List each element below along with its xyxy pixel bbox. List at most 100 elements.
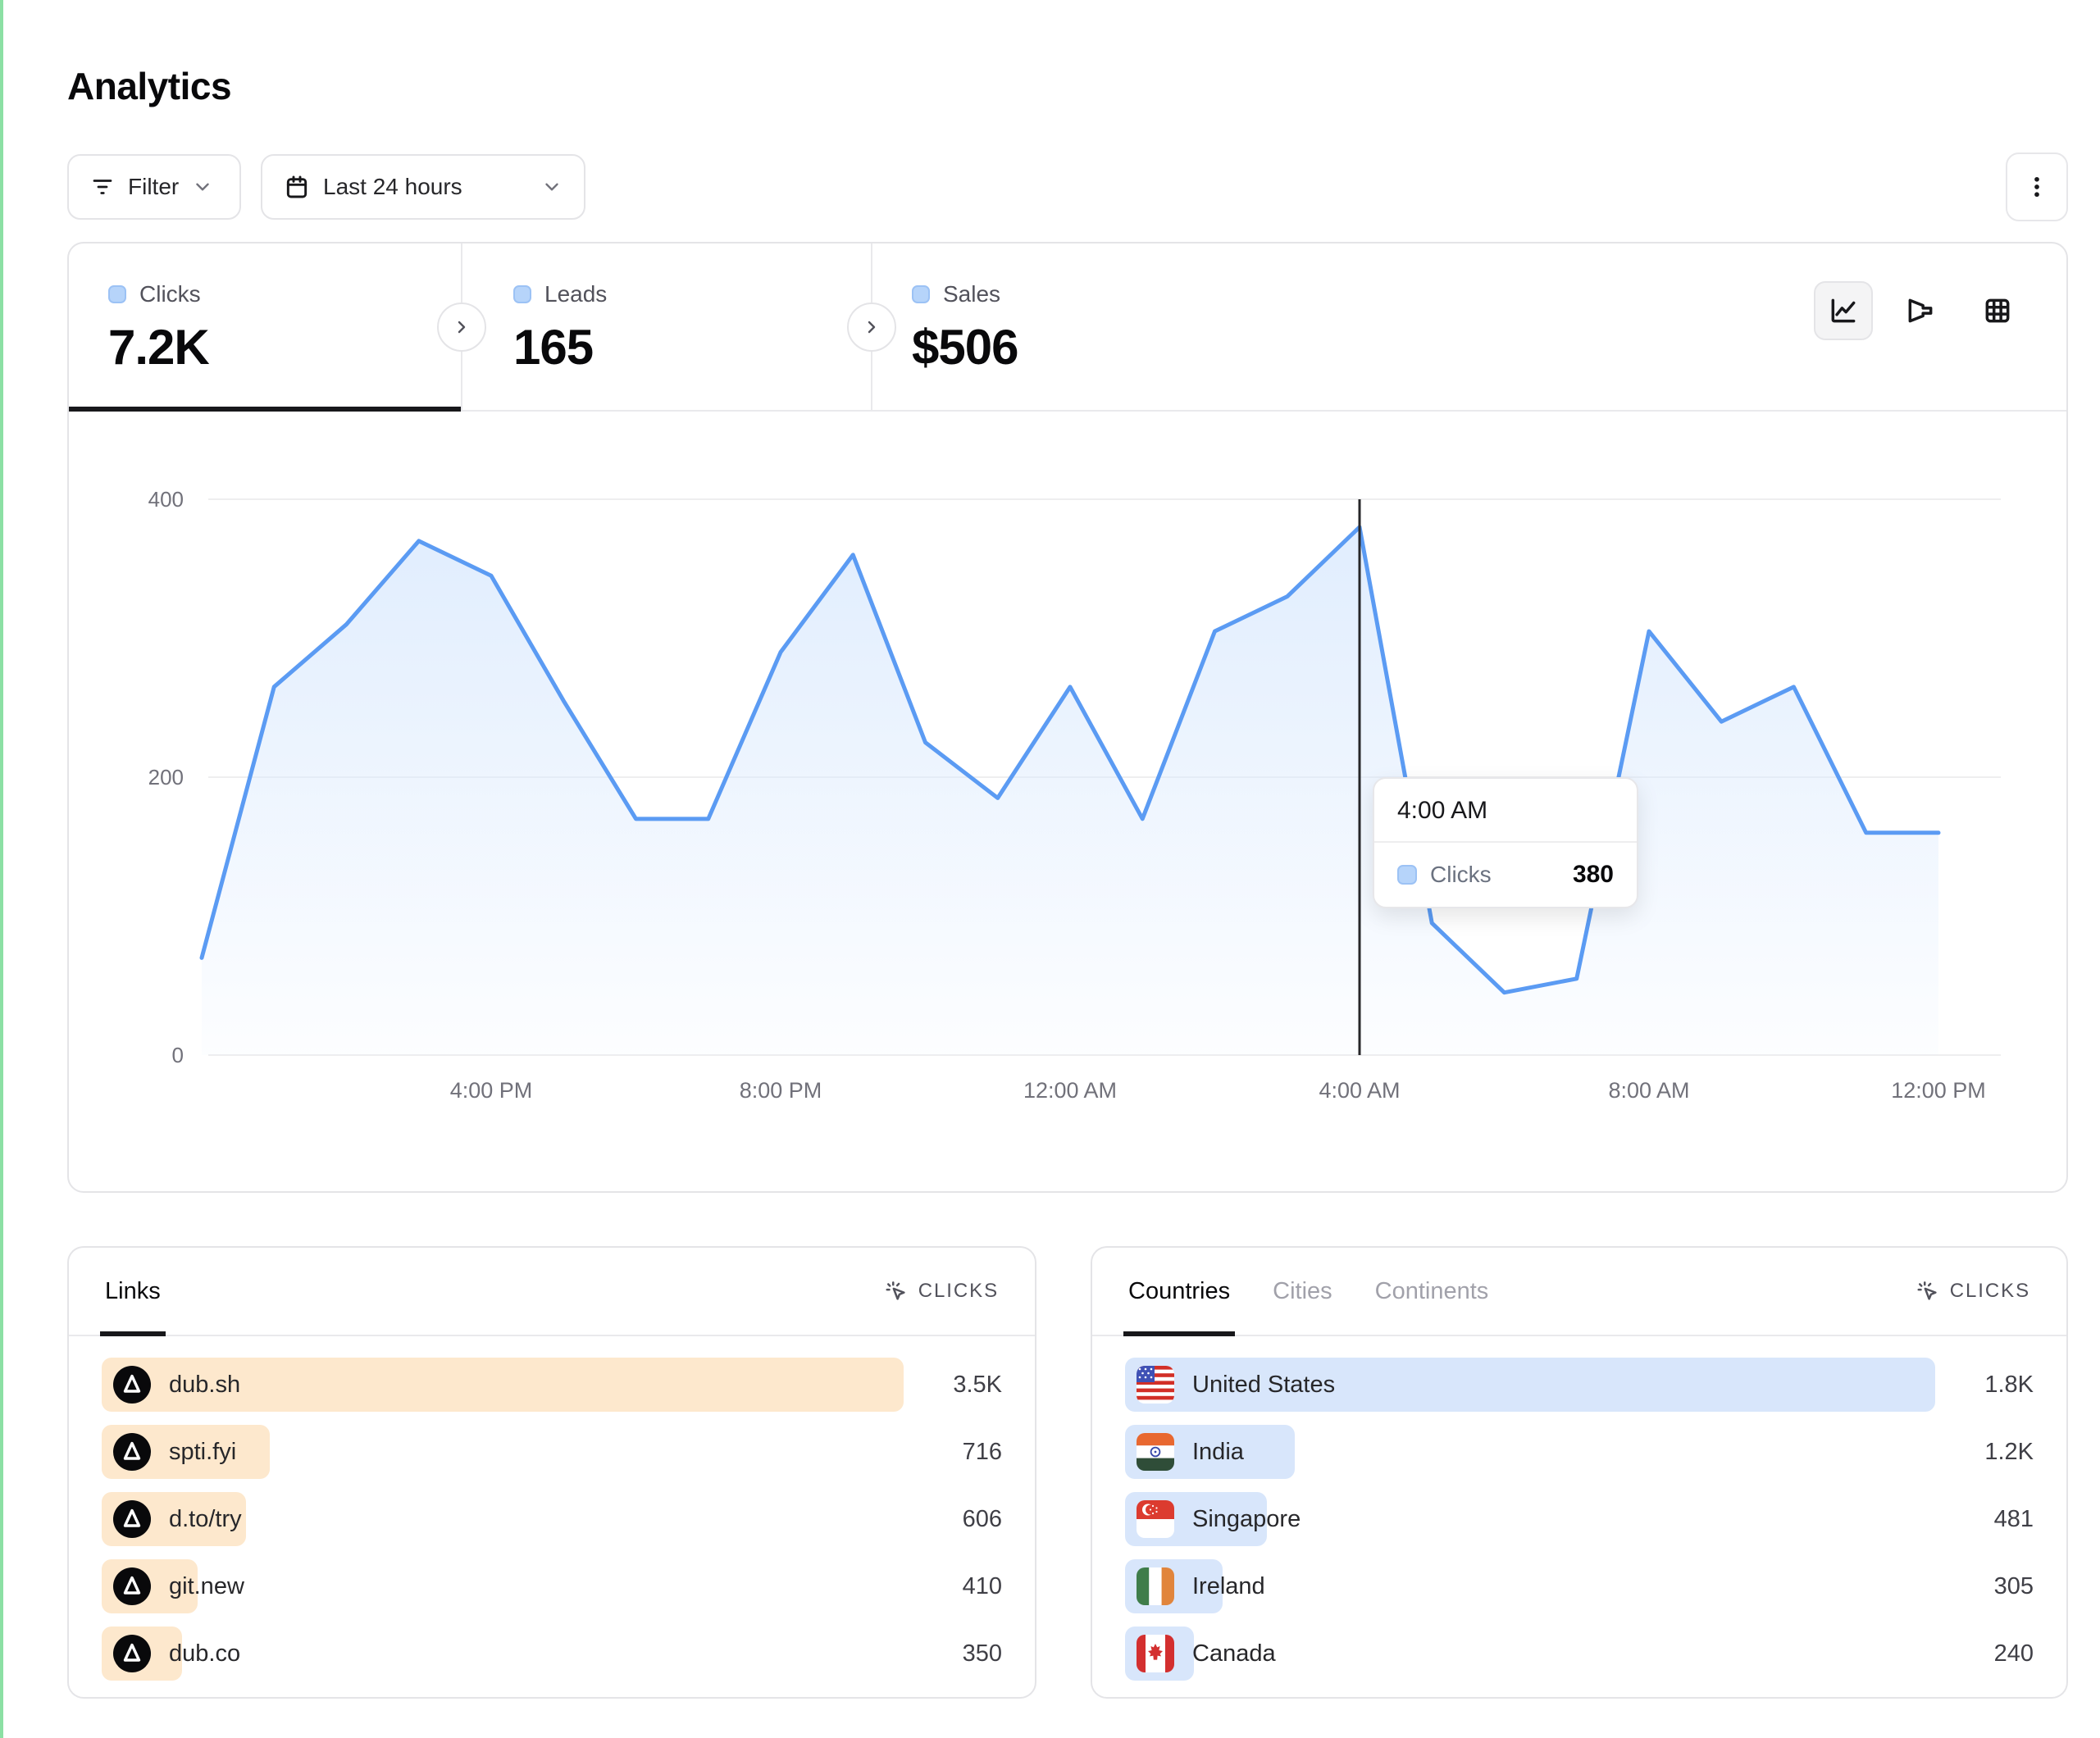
stat-tab-leads[interactable]: Leads 165	[513, 243, 607, 410]
dub-logo-icon	[113, 1366, 151, 1404]
list-item[interactable]: dub.co 350	[102, 1627, 1002, 1681]
list-item-label: United States	[1192, 1371, 1336, 1398]
list-item-bar[interactable]: Singapore	[1125, 1492, 1935, 1546]
list-item[interactable]: Ireland 305	[1125, 1559, 2034, 1613]
sg-flag-icon	[1137, 1500, 1174, 1538]
dub-logo-icon	[113, 1500, 151, 1538]
filter-icon	[90, 175, 115, 199]
expand-leads-button[interactable]	[437, 303, 486, 352]
list-item-label: Canada	[1192, 1640, 1276, 1667]
expand-sales-button[interactable]	[847, 303, 896, 352]
dub-logo-icon	[113, 1567, 151, 1605]
svg-text:4:00 AM: 4:00 AM	[1319, 1078, 1400, 1103]
line-chart-toggle-button[interactable]	[1814, 281, 1873, 340]
us-flag-icon	[1137, 1366, 1174, 1404]
list-item-value: 716	[962, 1438, 1002, 1465]
list-item-bar[interactable]: spti.fyi	[102, 1425, 904, 1479]
list-item-value: 305	[1993, 1572, 2034, 1599]
svg-text:400: 400	[148, 487, 184, 512]
clicks-legend-swatch	[108, 285, 126, 303]
chevron-down-icon	[541, 176, 563, 198]
tooltip-clicks-swatch	[1397, 865, 1417, 885]
svg-text:4:00 PM: 4:00 PM	[450, 1078, 533, 1103]
list-item-value: 3.5K	[953, 1371, 1002, 1398]
list-item[interactable]: spti.fyi 716	[102, 1425, 1002, 1479]
list-item-value: 1.2K	[1984, 1438, 2034, 1465]
date-range-button[interactable]: Last 24 hours	[261, 154, 585, 220]
list-item-label: dub.sh	[169, 1371, 241, 1398]
list-item-bar[interactable]: git.new	[102, 1559, 904, 1613]
list-item-label: git.new	[169, 1572, 244, 1599]
analytics-card: Clicks 7.2K Leads 165	[67, 242, 2068, 1193]
tab-cities[interactable]: Cities	[1273, 1277, 1332, 1304]
geo-metric-header[interactable]: CLICKS	[1916, 1279, 2030, 1304]
page-title: Analytics	[67, 65, 232, 107]
leads-legend-swatch	[513, 285, 531, 303]
chevron-down-icon	[192, 176, 213, 198]
table-view-toggle-button[interactable]	[1968, 281, 2027, 340]
stat-value: $506	[912, 320, 1018, 375]
dub-logo-icon	[113, 1635, 151, 1672]
list-item[interactable]: Singapore 481	[1125, 1492, 2034, 1546]
list-item-bar[interactable]: Ireland	[1125, 1559, 1935, 1613]
stat-tab-clicks[interactable]: Clicks 7.2K	[108, 243, 210, 410]
clicks-time-series-chart[interactable]: 400 200 0 4:00 PM 8:00 PM 12:00 AM 4:00 AM 8:00…	[69, 412, 2066, 1191]
calendar-icon	[284, 174, 310, 200]
list-item-label: spti.fyi	[169, 1438, 237, 1465]
cursor-click-icon	[886, 1281, 905, 1300]
more-options-button[interactable]	[2006, 152, 2068, 221]
ie-flag-icon	[1137, 1567, 1174, 1605]
list-item-label: India	[1192, 1438, 1244, 1465]
stat-label: Sales	[943, 281, 1001, 307]
stat-tab-sales[interactable]: Sales $506	[912, 243, 1018, 410]
links-panel-header: Links CLICKS	[69, 1248, 1035, 1336]
tooltip-series-label: Clicks	[1430, 862, 1492, 887]
stat-label: Leads	[544, 281, 608, 307]
tab-countries[interactable]: Countries	[1123, 1248, 1236, 1336]
list-item-bar[interactable]: Canada	[1125, 1627, 1935, 1681]
svg-text:8:00 PM: 8:00 PM	[740, 1078, 822, 1103]
links-panel: Links CLICKS dub.sh 3.5K spti.fyi 716 d.to/t…	[67, 1246, 1036, 1699]
list-item[interactable]: dub.sh 3.5K	[102, 1358, 1002, 1412]
funnel-chart-icon	[1908, 298, 1933, 323]
list-item[interactable]: Canada 240	[1125, 1627, 2034, 1681]
list-item-bar[interactable]: United States	[1125, 1358, 1935, 1412]
list-item-value: 240	[1993, 1640, 2034, 1667]
tooltip-value: 380	[1572, 861, 1614, 888]
chevron-right-icon	[868, 321, 876, 334]
geo-panel: Countries Cities Continents CLICKS Unite…	[1091, 1246, 2068, 1699]
stat-label: Clicks	[139, 281, 201, 307]
list-item[interactable]: d.to/try 606	[102, 1492, 1002, 1546]
line-chart-icon	[1831, 298, 1856, 323]
list-item-value: 350	[962, 1640, 1002, 1667]
filter-button[interactable]: Filter	[67, 154, 241, 220]
sales-legend-swatch	[912, 285, 930, 303]
svg-text:12:00 AM: 12:00 AM	[1023, 1078, 1117, 1103]
tab-links[interactable]: Links	[100, 1248, 166, 1336]
list-item-value: 606	[962, 1505, 1002, 1532]
tab-continents[interactable]: Continents	[1374, 1277, 1489, 1304]
list-item-bar[interactable]: d.to/try	[102, 1492, 904, 1546]
ca-flag-icon	[1137, 1635, 1174, 1672]
list-item[interactable]: git.new 410	[102, 1559, 1002, 1613]
list-item-label: dub.co	[169, 1640, 241, 1667]
value-bar	[1125, 1358, 1935, 1412]
active-stat-underline	[69, 407, 461, 412]
filter-label: Filter	[128, 174, 180, 199]
svg-text:8:00 AM: 8:00 AM	[1608, 1078, 1689, 1103]
chart-tooltip: 4:00 AM Clicks 380	[1373, 777, 1638, 908]
list-item-bar[interactable]: dub.co	[102, 1627, 904, 1681]
chevron-right-icon	[458, 321, 466, 334]
list-item-bar[interactable]: India	[1125, 1425, 1935, 1479]
links-metric-header[interactable]: CLICKS	[884, 1279, 999, 1304]
list-item-label: Ireland	[1192, 1572, 1265, 1599]
list-item[interactable]: United States 1.8K	[1125, 1358, 2034, 1412]
cursor-click-icon	[1917, 1281, 1937, 1300]
funnel-chart-toggle-button[interactable]	[1891, 281, 1950, 340]
in-flag-icon	[1137, 1433, 1174, 1471]
list-item[interactable]: India 1.2K	[1125, 1425, 2034, 1479]
left-edge-accent	[0, 0, 3, 1738]
list-item-bar[interactable]: dub.sh	[102, 1358, 904, 1412]
stat-value: 7.2K	[108, 320, 210, 375]
